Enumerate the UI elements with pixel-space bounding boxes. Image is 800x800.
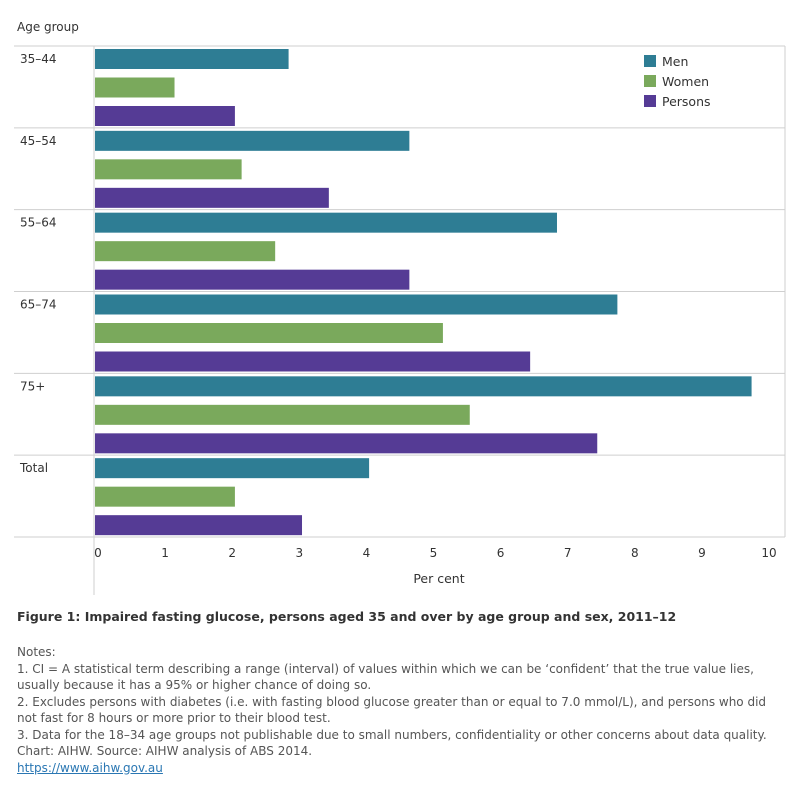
legend-label-women: Women: [662, 74, 709, 89]
x-tick-label: 5: [430, 546, 438, 560]
x-tick-label: 7: [564, 546, 572, 560]
legend-label-persons: Persons: [662, 94, 711, 109]
source-line: Chart: AIHW. Source: AIHW analysis of AB…: [17, 744, 313, 758]
category-label: 75+: [20, 379, 45, 393]
category-label: 55–64: [20, 216, 57, 230]
bar-persons-2: [95, 269, 410, 290]
category-labels: 35–44 45–54 55–64 65–74 75+ Total: [19, 52, 57, 475]
bar-persons-4: [95, 433, 598, 454]
category-label: 45–54: [20, 134, 57, 148]
x-tick-label: 4: [363, 546, 371, 560]
bar-men-2: [95, 212, 557, 233]
notes-heading: Notes:: [17, 645, 56, 659]
x-tick-label: 0: [94, 546, 102, 560]
x-tick-label: 2: [228, 546, 236, 560]
bar-persons-3: [95, 351, 531, 372]
x-tick-label: 8: [631, 546, 639, 560]
category-label: Total: [19, 461, 48, 475]
figure-caption: Figure 1: Impaired fasting glucose, pers…: [17, 609, 677, 624]
x-tick-label: 10: [761, 546, 776, 560]
note-3: 3. Data for the 18–34 age groups not pub…: [17, 727, 767, 742]
bar-men-4: [95, 376, 752, 397]
bar-women-3: [95, 323, 443, 343]
legend-swatch-persons: [644, 95, 656, 107]
notes: Notes: 1. CI = A statistical term descri…: [17, 644, 787, 776]
note-1: 1. CI = A statistical term describing a …: [17, 661, 754, 693]
bar-chart: Age group 35–44 45–54 55–64 65–74 75+ Total 0…: [14, 20, 786, 595]
bar-persons-0: [95, 106, 235, 126]
x-tick-label: 1: [161, 546, 169, 560]
x-tick-label: 6: [497, 546, 505, 560]
bar-women-1: [95, 159, 242, 180]
bar-men-3: [95, 294, 618, 315]
bar-women-5: [95, 486, 235, 507]
category-label: 35–44: [20, 52, 57, 66]
bar-women-2: [95, 241, 276, 262]
note-2: 2. Excludes persons with diabetes (i.e. …: [17, 694, 767, 726]
x-axis-title: Per cent: [413, 571, 464, 586]
x-tick-label: 3: [295, 546, 303, 560]
category-label: 65–74: [20, 298, 57, 312]
legend: Men Women Persons: [644, 54, 711, 109]
legend-swatch-men: [644, 55, 656, 67]
legend-swatch-women: [644, 75, 656, 87]
bar-women-4: [95, 404, 470, 425]
bar-men-5: [95, 458, 370, 479]
bar-men-0: [95, 49, 289, 69]
bar-women-0: [95, 77, 175, 98]
bar-persons-1: [95, 187, 329, 208]
y-axis-title: Age group: [17, 20, 79, 34]
legend-label-men: Men: [662, 54, 688, 69]
chart-frame: [14, 45, 786, 595]
bars-group: [95, 49, 752, 536]
x-tick-labels: 0 1 2 3 4 5 6 7 8 9 10: [94, 546, 776, 560]
x-tick-label: 9: [698, 546, 706, 560]
source-link[interactable]: https://www.aihw.gov.au: [17, 760, 163, 775]
bar-persons-5: [95, 515, 303, 536]
bar-men-1: [95, 130, 410, 151]
